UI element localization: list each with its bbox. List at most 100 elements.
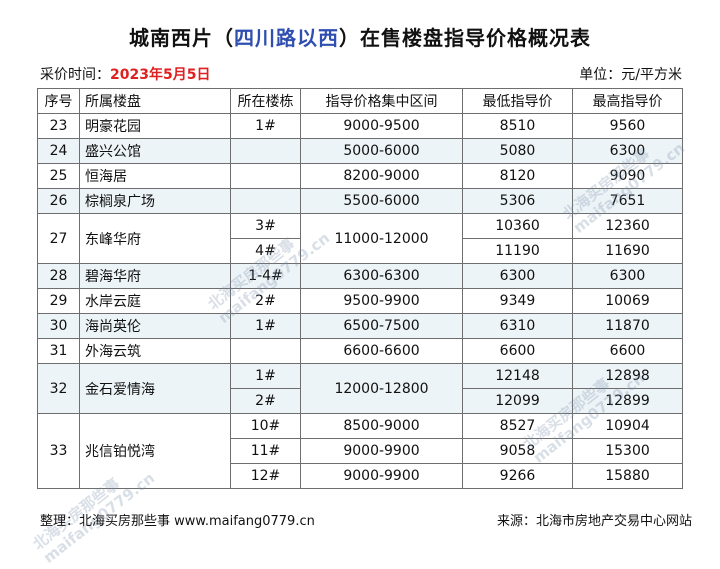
cell-range: 5500-6000	[300, 188, 463, 214]
cell-no: 27	[37, 213, 80, 264]
table-row: 25 恒海居 8200-9000 8120 9090	[37, 163, 683, 189]
cell-building	[230, 338, 301, 364]
cell-no: 30	[37, 313, 80, 339]
cell-no: 33	[37, 413, 80, 489]
cell-project: 东峰华府	[79, 213, 231, 264]
cell-max: 6300	[572, 263, 683, 289]
cell-range: 5000-6000	[300, 138, 463, 164]
cell-project: 外海云筑	[79, 338, 231, 364]
cell-no: 28	[37, 263, 80, 289]
cell-building: 11#	[230, 438, 301, 464]
cell-max: 9560	[572, 113, 683, 139]
cell-building: 2#	[230, 388, 301, 414]
cell-range: 6600-6600	[300, 338, 463, 364]
cell-min: 10360	[462, 213, 573, 239]
cell-max: 6300	[572, 138, 683, 164]
table-header-row: 序号 所属楼盘 所在楼栋 指导价格集中区间 最低指导价 最高指导价	[37, 88, 683, 114]
header-max: 最高指导价	[572, 88, 683, 114]
collection-date: 采价时间：2023年5月5日	[40, 64, 210, 84]
title-part2: ）在售楼盘指导价格概况表	[339, 26, 591, 50]
cell-project: 金石爱情海	[79, 363, 231, 414]
cell-max: 10069	[572, 288, 683, 314]
cell-min: 12148	[462, 363, 573, 389]
header-range: 指导价格集中区间	[300, 88, 463, 114]
date-value: 2023年5月5日	[110, 67, 211, 83]
cell-min: 5306	[462, 188, 573, 214]
cell-building: 2#	[230, 288, 301, 314]
cell-project: 碧海华府	[79, 263, 231, 289]
title-part1: 城南西片（	[129, 26, 234, 50]
cell-project: 明豪花园	[79, 113, 231, 139]
date-label: 采价时间：	[40, 67, 110, 83]
cell-min: 9266	[462, 463, 573, 489]
cell-min: 11190	[462, 238, 573, 264]
cell-no: 25	[37, 163, 80, 189]
cell-max: 11870	[572, 313, 683, 339]
table-row: 26 棕榈泉广场 5500-6000 5306 7651	[37, 188, 683, 214]
cell-max: 9090	[572, 163, 683, 189]
table-row: 32 金石爱情海 1# 12000-12800 12148 12898	[37, 363, 683, 414]
cell-max: 10904	[572, 413, 683, 439]
cell-min: 5080	[462, 138, 573, 164]
cell-range: 8200-9000	[300, 163, 463, 189]
table-row: 31 外海云筑 6600-6600 6600 6600	[37, 338, 683, 364]
cell-max: 15300	[572, 438, 683, 464]
unit-label: 单位：元/平方米	[579, 67, 682, 83]
cell-no: 31	[37, 338, 80, 364]
cell-max: 15880	[572, 463, 683, 489]
cell-building	[230, 188, 301, 214]
cell-project: 水岸云庭	[79, 288, 231, 314]
cell-min: 8120	[462, 163, 573, 189]
table-row: 27 东峰华府 3# 11000-12000 10360 12360	[37, 213, 683, 264]
cell-building: 4#	[230, 238, 301, 264]
cell-max: 12360	[572, 213, 683, 239]
cell-project: 盛兴公馆	[79, 138, 231, 164]
cell-max: 12898	[572, 363, 683, 389]
cell-project: 海尚英伦	[79, 313, 231, 339]
footer-compiler: 整理：北海买房那些事 www.maifang0779.cn	[40, 514, 315, 529]
cell-building	[230, 138, 301, 164]
cell-min: 9349	[462, 288, 573, 314]
cell-min: 6600	[462, 338, 573, 364]
table-row: 29 水岸云庭 2# 9500-9900 9349 10069	[37, 288, 683, 314]
cell-range: 12000-12800	[300, 363, 463, 414]
header-min: 最低指导价	[462, 88, 573, 114]
cell-range: 6300-6300	[300, 263, 463, 289]
cell-project: 兆信铂悦湾	[79, 413, 231, 489]
cell-no: 23	[37, 113, 80, 139]
cell-building: 10#	[230, 413, 301, 439]
table-row: 4# 11190 11690	[38, 238, 683, 264]
table-row: 30 海尚英伦 1# 6500-7500 6310 11870	[37, 313, 683, 339]
table-row: 2# 12099 12899	[38, 388, 683, 414]
cell-no: 26	[37, 188, 80, 214]
cell-building: 1#	[230, 113, 301, 139]
cell-range: 6500-7500	[300, 313, 463, 339]
cell-building: 1#	[230, 313, 301, 339]
cell-max: 6600	[572, 338, 683, 364]
cell-range: 9000-9900	[300, 463, 463, 489]
footer-source: 来源：北海市房地产交易中心网站	[496, 514, 692, 529]
cell-min: 6310	[462, 313, 573, 339]
cell-no: 32	[37, 363, 80, 414]
cell-range: 11000-12000	[300, 213, 463, 264]
header-building: 所在楼栋	[230, 88, 301, 114]
cell-max: 7651	[572, 188, 683, 214]
table-row: 23 明豪花园 1# 9000-9500 8510 9560	[37, 113, 683, 139]
price-table: 序号 所属楼盘 所在楼栋 指导价格集中区间 最低指导价 最高指导价 23 明豪花…	[37, 88, 683, 489]
cell-range: 8500-9000	[300, 413, 463, 439]
cell-building: 1#	[230, 363, 301, 389]
header-project: 所属楼盘	[79, 88, 231, 114]
cell-min: 8510	[462, 113, 573, 139]
cell-min: 12099	[462, 388, 573, 414]
table-row: 24 盛兴公馆 5000-6000 5080 6300	[37, 138, 683, 164]
table-row: 11# 9000-9900 9058 15300	[38, 438, 683, 464]
table-row: 28 碧海华府 1-4# 6300-6300 6300 6300	[37, 263, 683, 289]
header-no: 序号	[37, 88, 80, 114]
cell-no: 24	[37, 138, 80, 164]
cell-building: 1-4#	[230, 263, 301, 289]
cell-building	[230, 163, 301, 189]
cell-range: 9500-9900	[300, 288, 463, 314]
title-highlight: 四川路以西	[234, 26, 339, 50]
cell-no: 29	[37, 288, 80, 314]
cell-building: 12#	[230, 463, 301, 489]
